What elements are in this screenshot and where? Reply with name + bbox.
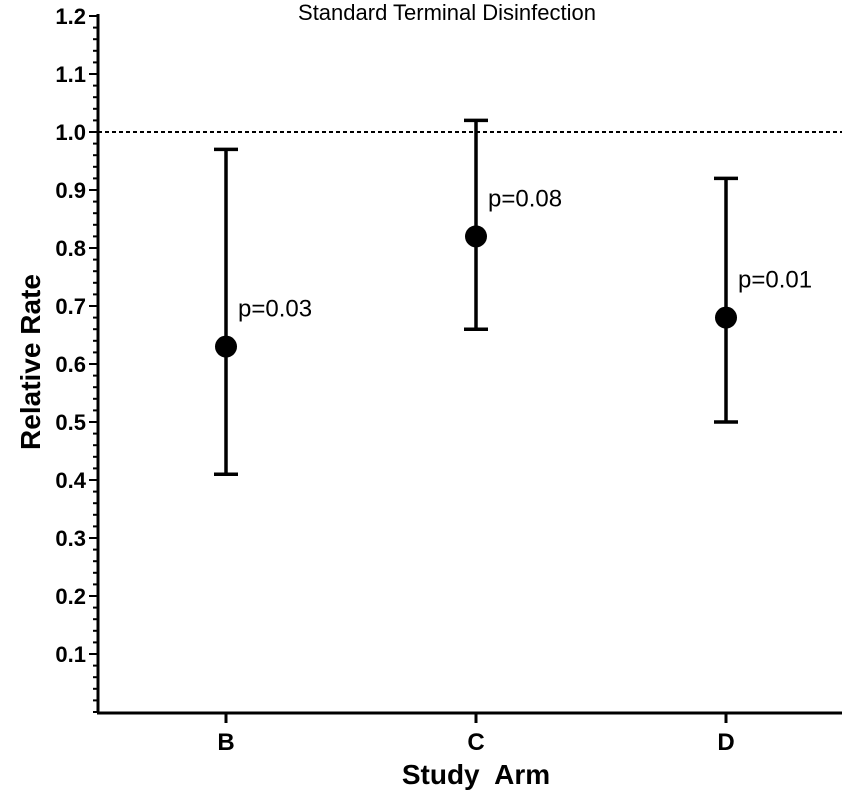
y-tick-label: 0.8 [55, 236, 86, 261]
y-tick-label: 0.3 [55, 526, 86, 551]
x-axis-title: Study Arm [402, 759, 550, 790]
y-tick-label: 0.2 [55, 584, 86, 609]
y-tick-label: 1.1 [55, 62, 86, 87]
x-tick-label: D [717, 729, 734, 756]
y-tick-label: 0.4 [55, 468, 86, 493]
y-tick-label: 0.9 [55, 178, 86, 203]
y-tick-label: 1.2 [55, 4, 86, 29]
data-point-B [215, 335, 237, 358]
y-tick-label: 0.6 [55, 352, 86, 377]
p-value-annotation: p=0.03 [238, 296, 312, 323]
x-axis: B C D [97, 711, 842, 756]
data-point-D [715, 306, 737, 329]
x-tick-label: C [467, 729, 484, 756]
x-tick-label: B [217, 729, 234, 756]
p-value-annotation: p=0.08 [488, 185, 562, 212]
y-axis: 0.1 0.2 0.3 0.4 0.5 0.6 0.7 0.8 0.9 1.0 1.1 1.2 [55, 4, 100, 713]
y-tick-label: 0.5 [55, 410, 86, 435]
chart-marks: p=0.03 p=0.08 p=0.01 [214, 118, 812, 476]
y-axis-title: Relative Rate [15, 274, 46, 450]
y-tick-label: 0.7 [55, 294, 86, 319]
data-point-C [465, 225, 487, 248]
p-value-annotation: p=0.01 [738, 267, 812, 294]
y-tick-label: 0.1 [55, 642, 86, 667]
chart-title: Standard Terminal Disinfection [298, 0, 596, 25]
y-tick-label: 1.0 [55, 120, 86, 145]
